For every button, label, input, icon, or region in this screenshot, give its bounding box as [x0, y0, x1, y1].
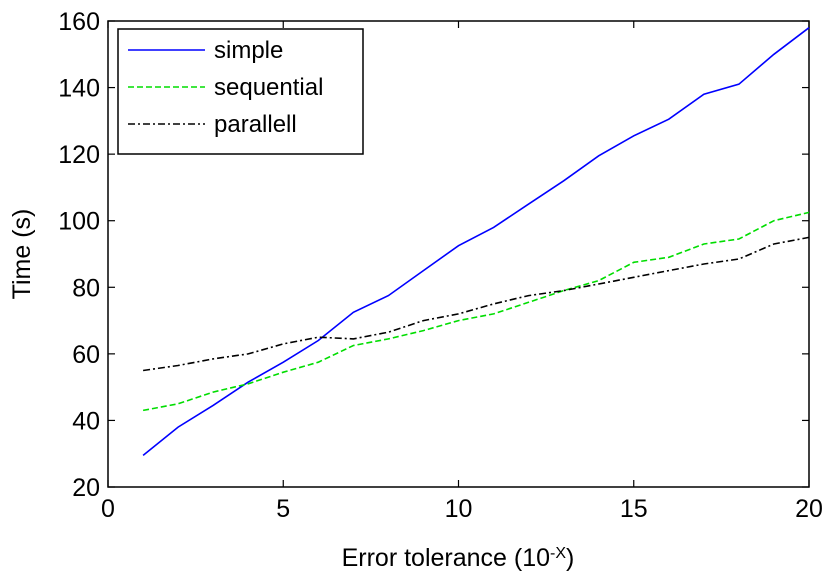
- series-lines: [142, 27, 810, 457]
- x-tick-label: 0: [101, 495, 115, 523]
- y-axis-ticks: 20 40 60 80 100 120 140 160: [58, 8, 809, 502]
- x-tick-label: 15: [620, 495, 648, 523]
- y-tick-label: 60: [72, 341, 100, 369]
- x-tick-label: 5: [276, 495, 290, 523]
- y-tick-label: 120: [58, 141, 100, 169]
- y-tick-label: 160: [58, 8, 100, 36]
- legend: simple sequential parallell: [117, 28, 364, 155]
- y-tick-label: 80: [72, 274, 100, 302]
- legend-label-sequential: sequential: [214, 74, 323, 101]
- legend-label-parallell: parallell: [214, 111, 297, 138]
- x-tick-label: 10: [445, 495, 473, 523]
- legend-label-simple: simple: [214, 37, 283, 64]
- y-axis-label: Time (s): [8, 209, 36, 300]
- y-tick-label: 140: [58, 75, 100, 103]
- series-line-sequential: [142, 211, 810, 412]
- x-axis-label: Error tolerance (10-X): [342, 544, 575, 572]
- x-axis-ticks: 0 5 10 15 20: [101, 21, 823, 523]
- y-tick-label: 20: [72, 474, 100, 502]
- series-line-simple: [142, 27, 810, 457]
- series-line-parallell: [142, 236, 810, 372]
- y-tick-label: 40: [72, 407, 100, 435]
- x-tick-label: 20: [795, 495, 823, 523]
- y-tick-label: 100: [58, 208, 100, 236]
